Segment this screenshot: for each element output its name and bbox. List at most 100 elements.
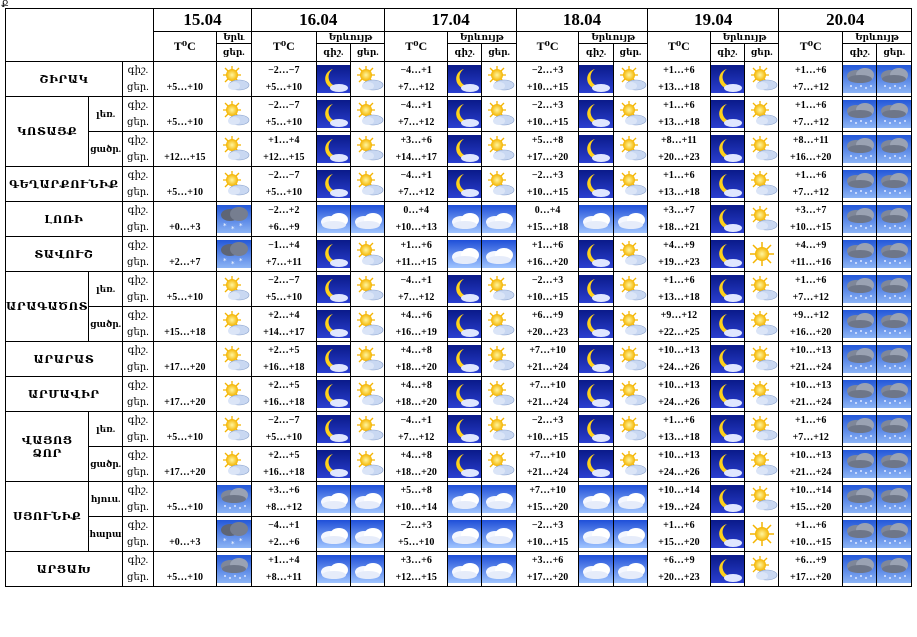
temp-cell: +5…+8 +17…+20: [515, 131, 580, 167]
weather-cell: [215, 446, 253, 482]
rain-cloud-icon: [877, 240, 911, 268]
weather-cell: [481, 341, 517, 377]
rain-cloud-icon: [877, 65, 911, 93]
temp-cell: +1…+6 +7…+12: [778, 96, 844, 132]
weather-cell: [481, 411, 517, 447]
sun-cloud-icon: [222, 171, 250, 196]
weather-cell: [612, 341, 649, 377]
temp-cell: +15…+18: [153, 306, 217, 342]
weather-cell: [744, 131, 780, 167]
temp-cell: +1…+6 +7…+12: [778, 271, 844, 307]
weather-cell: [842, 131, 878, 167]
temp-cell: +17…+20: [153, 446, 217, 482]
weather-cell: [876, 516, 912, 552]
weather-cell: [350, 166, 386, 202]
moon-icon: [711, 240, 744, 268]
temp-cell: −2…−7 +5…+10: [251, 271, 317, 307]
weather-cell: [481, 516, 517, 552]
weather-cell: [612, 236, 649, 272]
rain-cloud-icon: [877, 205, 911, 233]
sun-cloud-icon: [222, 381, 250, 406]
moon-icon: [317, 450, 350, 478]
weather-cell: [744, 271, 780, 307]
sun-cloud-icon: [619, 101, 647, 126]
temp-cell: +5…+10: [153, 271, 217, 307]
temp-cell: +12…+15: [153, 131, 217, 167]
sun-cloud-icon: [357, 276, 384, 301]
rain-cloud-icon: [877, 415, 911, 443]
rain-cloud-icon: [217, 485, 251, 513]
temp-cell: +17…+20: [153, 341, 217, 377]
rain-cloud-icon: [877, 380, 911, 408]
weather-header: Երև: [215, 31, 253, 44]
weather-cell: [446, 271, 483, 307]
weather-cell: [446, 201, 483, 237]
temp-cell: +1…+6 +13…+18: [647, 271, 711, 307]
sun-cloud-icon: [619, 381, 647, 406]
weather-cell: [876, 376, 912, 412]
moon-icon: [711, 275, 744, 303]
cloud-icon: [317, 555, 350, 583]
temp-cell: −2…+3 +5…+10: [384, 516, 448, 552]
forecast-row: ԱՐՑԱԽ գիշ. ցեր. +5…+10 +1…+4 +8…+11 +3…+6 +12…+…: [5, 551, 912, 587]
day-header: ցեր.: [350, 43, 386, 62]
weather-cell: [350, 236, 386, 272]
sun-cloud-icon: [488, 136, 515, 161]
day-night-label: գիշ. ցեր.: [121, 306, 155, 342]
weather-cell: [744, 201, 780, 237]
weather-cell: [612, 446, 649, 482]
moon-icon: [711, 100, 744, 128]
temp-cell: −2…+3 +10…+15: [515, 61, 580, 97]
moon-icon: [448, 100, 481, 128]
weather-cell: [315, 481, 352, 517]
weather-cell: [315, 411, 352, 447]
cloud-icon: [579, 555, 613, 583]
weather-cell: [876, 96, 912, 132]
forecast-row: ցածր. գիշ. ցեր. +12…+15 +1…+4 +12…+15 +3…+6 +14…: [6, 131, 912, 167]
weather-cell: [612, 481, 649, 517]
moon-icon: [448, 135, 481, 163]
temp-cell: −4…+1 +7…+12: [384, 271, 448, 307]
svg-text:*: *: [223, 257, 227, 265]
moon-icon: [711, 345, 744, 373]
svg-text:*: *: [223, 537, 227, 545]
weather-cell: * * *: [215, 236, 253, 272]
day-night-label: գիշ. ցեր.: [121, 131, 155, 167]
forecast-row: ԱՐԱՐԱՏ գիշ. ցեր. +17…+20 +2…+5 +16…+18 +4…+8 +1…: [5, 341, 912, 377]
temp-cell: +1…+6 +13…+18: [647, 61, 711, 97]
weather-cell: [709, 96, 746, 132]
sun-cloud-icon: [222, 276, 250, 301]
moon-icon: [317, 345, 350, 373]
sun-cloud-icon: [357, 101, 384, 126]
weather-cell: [709, 201, 746, 237]
day-night-label: գիշ. ցեր.: [121, 446, 155, 482]
forecast-row: ՇԻՐԱԿ գիշ. ցեր. +5…+10 −2…−7 +5…+10 −4…+1 +7…+1…: [5, 61, 912, 97]
temp-cell: +3…+6 +12…+15: [384, 551, 448, 587]
sun-icon: [750, 522, 775, 546]
temp-cell: +5…+10: [153, 411, 217, 447]
weather-cell: [481, 306, 517, 342]
weather-cell: [612, 96, 649, 132]
day-header: ցեր.: [612, 43, 649, 62]
temp-cell: −1…+4 +7…+11: [251, 236, 317, 272]
weather-cell: [315, 376, 352, 412]
weather-cell: [446, 131, 483, 167]
temp-cell: −4…+1 +7…+12: [384, 96, 448, 132]
cloud-icon: [351, 555, 384, 583]
weather-cell: [842, 166, 878, 202]
moon-icon: [579, 345, 613, 373]
weather-cell: [842, 341, 878, 377]
weather-cell: [842, 306, 878, 342]
night-header: գիշ.: [842, 43, 878, 62]
night-header: գիշ.: [446, 43, 483, 62]
weather-header: Երևույթ: [709, 31, 780, 44]
temp-cell: +5…+10: [153, 96, 217, 132]
sun-cloud-icon: [357, 136, 384, 161]
weather-cell: [446, 481, 483, 517]
weather-cell: * * *: [215, 516, 253, 552]
weather-cell: [709, 131, 746, 167]
weather-cell: [481, 201, 517, 237]
temp-cell: +1…+4 +8…+11: [251, 551, 317, 587]
sun-cloud-icon: [751, 486, 778, 511]
weather-cell: [612, 516, 649, 552]
